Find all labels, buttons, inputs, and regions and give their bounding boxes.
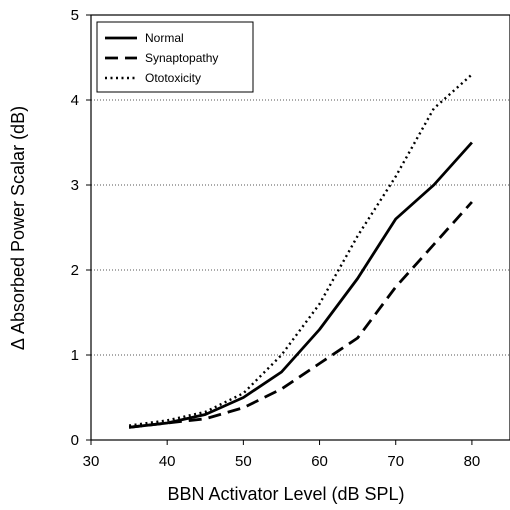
x-tick-label: 30 <box>83 453 100 470</box>
x-axis-title: BBN Activator Level (dB SPL) <box>167 484 404 504</box>
series-line-ototoxicity <box>128 73 473 427</box>
y-tick-label: 3 <box>71 177 79 194</box>
y-tick-label: 2 <box>71 262 79 279</box>
y-tick-label: 0 <box>71 432 79 449</box>
x-tick-label: 70 <box>387 453 404 470</box>
legend-label: Normal <box>145 31 184 45</box>
plot-frame <box>90 14 510 441</box>
y-tick-label: 1 <box>71 347 79 364</box>
x-tick-label: 80 <box>464 453 481 470</box>
tick-labels: 0 1 2 3 4 5 30 40 50 60 70 80 <box>71 7 481 470</box>
x-tick-label: 50 <box>235 453 252 470</box>
series-line-normal <box>128 141 473 429</box>
legend: Normal Synaptopathy Ototoxicity <box>96 21 254 93</box>
y-tick-label: 5 <box>71 7 79 24</box>
x-tick-label: 60 <box>311 453 328 470</box>
y-tick-label: 4 <box>71 92 79 109</box>
y-axis-title: Δ Absorbed Power Scalar (dB) <box>8 106 28 350</box>
grid-lines <box>91 99 510 356</box>
legend-label: Synaptopathy <box>145 51 218 65</box>
legend-label: Ototoxicity <box>145 71 201 85</box>
axes <box>86 14 510 445</box>
legend-box <box>96 21 254 93</box>
x-tick-label: 40 <box>159 453 176 470</box>
series-line-synaptopathy <box>128 201 473 429</box>
series-lines <box>128 73 473 429</box>
